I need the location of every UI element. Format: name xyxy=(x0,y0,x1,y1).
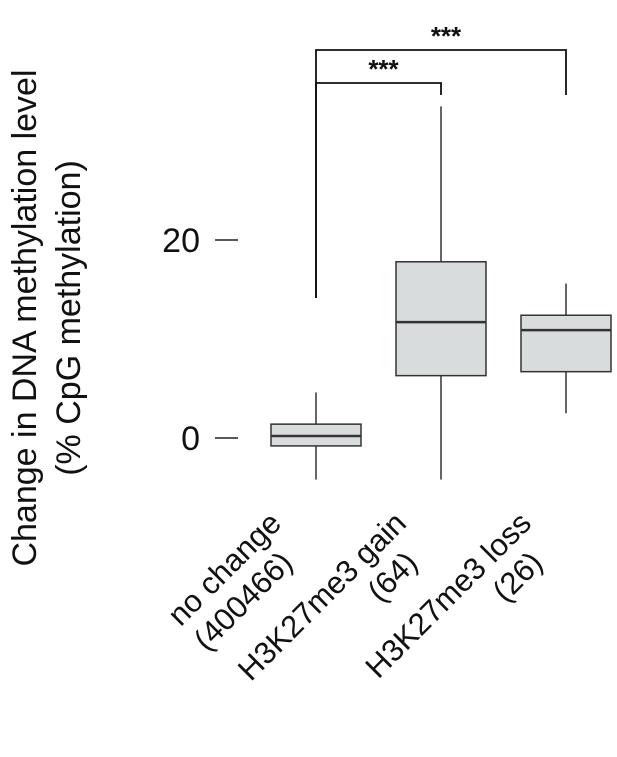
significance-label: *** xyxy=(368,54,399,84)
boxes xyxy=(270,106,612,480)
y-tick-label: 20 xyxy=(162,222,200,260)
box-0 xyxy=(270,392,362,480)
y-axis-label-line-2: (% CpG methylation) xyxy=(50,160,88,476)
significance-bracket-1: *** xyxy=(315,21,567,298)
y-axis-label: Change in DNA methylation level (% CpG m… xyxy=(6,69,88,566)
box-1 xyxy=(395,106,487,480)
box-body xyxy=(395,261,487,377)
bracket-line xyxy=(315,49,567,298)
box-2 xyxy=(520,283,612,414)
box-body xyxy=(520,314,612,373)
y-tick-label: 0 xyxy=(181,420,200,458)
significance-label: *** xyxy=(431,21,462,51)
x-axis-labels: no change(400466)H3K27me3 gain(64)H3K27m… xyxy=(161,505,549,687)
y-axis-label-line-1: Change in DNA methylation level xyxy=(6,69,44,566)
y-axis: 0 20 xyxy=(162,222,238,458)
significance-brackets: *** *** xyxy=(315,21,567,298)
